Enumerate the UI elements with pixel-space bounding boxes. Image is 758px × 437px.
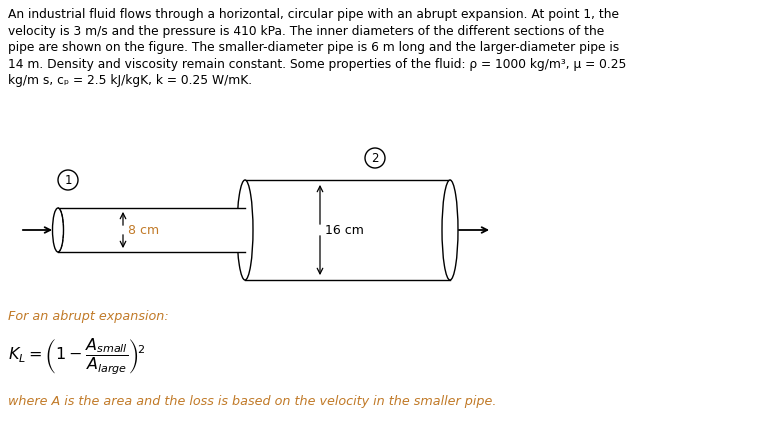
Text: 8 cm: 8 cm (128, 223, 159, 236)
Text: where A is the area and the loss is based on the velocity in the smaller pipe.: where A is the area and the loss is base… (8, 395, 496, 408)
Ellipse shape (237, 180, 253, 280)
Text: 14 m. Density and viscosity remain constant. Some properties of the fluid: ρ = 1: 14 m. Density and viscosity remain const… (8, 58, 626, 70)
Ellipse shape (442, 180, 458, 280)
Ellipse shape (52, 208, 64, 252)
Text: velocity is 3 m/s and the pressure is 410 kPa. The inner diameters of the differ: velocity is 3 m/s and the pressure is 41… (8, 24, 604, 38)
Polygon shape (58, 208, 245, 252)
Text: For an abrupt expansion:: For an abrupt expansion: (8, 310, 168, 323)
Text: pipe are shown on the figure. The smaller-diameter pipe is 6 m long and the larg: pipe are shown on the figure. The smalle… (8, 41, 619, 54)
Text: 2: 2 (371, 152, 379, 164)
Text: 1: 1 (64, 173, 72, 187)
Text: An industrial fluid flows through a horizontal, circular pipe with an abrupt exp: An industrial fluid flows through a hori… (8, 8, 619, 21)
Text: kg/m s, cₚ = 2.5 kJ/kgK, k = 0.25 W/mK.: kg/m s, cₚ = 2.5 kJ/kgK, k = 0.25 W/mK. (8, 74, 252, 87)
Text: 16 cm: 16 cm (325, 223, 364, 236)
Text: $K_L = \left(1 - \dfrac{A_{\mathit{small}}}{A_{\mathit{large}}}\right)^{\!2}$: $K_L = \left(1 - \dfrac{A_{\mathit{small… (8, 337, 146, 377)
